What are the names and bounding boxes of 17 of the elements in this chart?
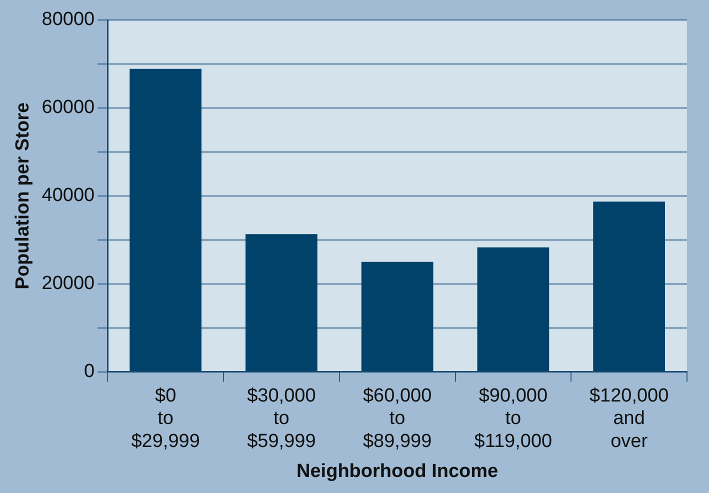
y-tick-label: 40000 (42, 185, 95, 206)
bar (246, 234, 318, 372)
bar (477, 247, 550, 372)
bar (130, 68, 202, 372)
bar (593, 202, 665, 372)
x-tick-label: $60,000 to $89,999 (362, 385, 432, 452)
x-tick-label: $30,000 to $59,999 (247, 385, 316, 452)
x-tick-label: $90,000 to $119,000 (474, 385, 552, 452)
y-tick-label: 80000 (42, 9, 95, 30)
x-tick-label: $0 to $29,999 (131, 385, 200, 452)
y-tick-label: 0 (84, 361, 95, 382)
bar (361, 262, 434, 372)
x-axis-title: Neighborhood Income (296, 460, 498, 482)
y-axis-title: Population per Store (12, 102, 34, 290)
y-tick-label: 20000 (42, 273, 95, 294)
x-tick-label: $120,000 and over (589, 385, 669, 452)
y-tick-label: 60000 (42, 97, 95, 118)
